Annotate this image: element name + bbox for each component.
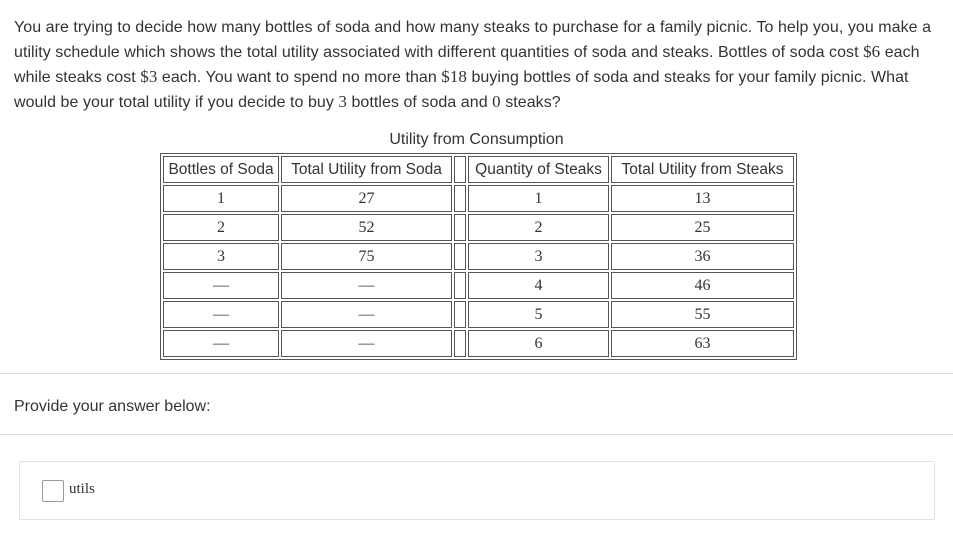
cell-steak-utility: 13 [611,185,794,212]
header-total-utility-soda: Total Utility from Soda [281,156,452,183]
table-row: — — 6 63 [163,330,794,357]
column-separator [454,185,466,212]
cell-soda-bottles: — [163,301,279,328]
table-body: 1 27 1 13 2 52 2 25 3 75 3 36— —4 46— —5 55— —6 63 [163,185,794,357]
cell-steak-quantity: 5 [468,301,609,328]
column-separator [454,156,466,183]
cell-steak-quantity: 3 [468,243,609,270]
header-bottles-of-soda: Bottles of Soda [163,156,279,183]
question-text-part: each. You want to spend no more than [157,69,442,86]
column-separator [454,214,466,241]
cell-steak-utility: 46 [611,272,794,299]
table-row: 2 52 2 25 [163,214,794,241]
answer-container: utils [19,461,935,520]
column-separator [454,272,466,299]
cell-steak-utility: 36 [611,243,794,270]
answer-prompt: Provide your answer below: [14,398,211,415]
cell-soda-utility: 75 [281,243,452,270]
cell-steak-utility: 63 [611,330,794,357]
budget-amount: $18 [441,67,467,86]
cell-steak-utility: 25 [611,214,794,241]
header-quantity-of-steaks: Quantity of Steaks [468,156,609,183]
soda-price: $6 [863,42,881,61]
divider [0,434,953,435]
soda-quantity: 3 [338,92,347,111]
header-total-utility-steaks: Total Utility from Steaks [611,156,794,183]
steak-quantity: 0 [492,92,501,111]
cell-soda-utility: — [281,330,452,357]
cell-steak-quantity: 2 [468,214,609,241]
table-header-row: Bottles of Soda Total Utility from Soda … [163,156,794,183]
table-row: 1 27 1 13 [163,185,794,212]
cell-steak-quantity: 4 [468,272,609,299]
utility-table: Bottles of Soda Total Utility from Soda … [160,153,797,360]
cell-steak-utility: 55 [611,301,794,328]
column-separator [454,301,466,328]
cell-soda-utility: 27 [281,185,452,212]
question-text: You are trying to decide how many bottle… [14,16,939,115]
answer-unit-label: utils [69,481,95,497]
question-text-part: buying bottles of soda and steaks for yo… [14,69,909,111]
column-separator [454,243,466,270]
question-text-part: bottles of soda and [346,94,493,111]
cell-steak-quantity: 6 [468,330,609,357]
question-text-part: each while steaks cost [14,44,920,86]
answer-input[interactable] [42,480,64,502]
table-row: — — 5 55 [163,301,794,328]
cell-steak-quantity: 1 [468,185,609,212]
cell-soda-bottles: 1 [163,185,279,212]
question-text-part: steaks? [500,94,561,111]
cell-soda-utility: — [281,272,452,299]
cell-soda-bottles: — [163,272,279,299]
table-row: 3 75 3 36 [163,243,794,270]
divider [0,373,953,374]
question-text-part: You are trying to decide how many bottle… [14,19,932,61]
table-row: — — 4 46 [163,272,794,299]
steak-price: $3 [140,67,158,86]
table-caption: Utility from Consumption [389,131,564,148]
column-separator [454,330,466,357]
cell-soda-bottles: 2 [163,214,279,241]
cell-soda-bottles: 3 [163,243,279,270]
cell-soda-bottles: — [163,330,279,357]
cell-soda-utility: 52 [281,214,452,241]
cell-soda-utility: — [281,301,452,328]
